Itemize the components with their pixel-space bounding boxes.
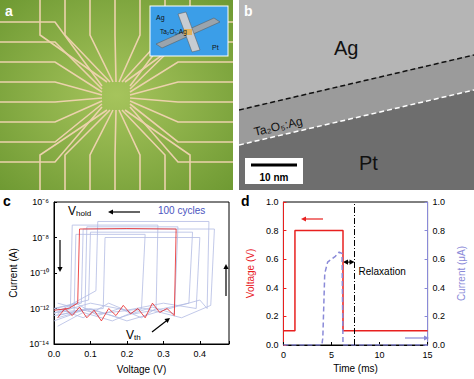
svg-text:0.4: 0.4 bbox=[194, 349, 207, 359]
svg-text:Relaxation: Relaxation bbox=[359, 266, 406, 277]
svg-text:10⁻¹⁴: 10⁻¹⁴ bbox=[29, 339, 49, 349]
svg-text:Ta₂O₅:Ag: Ta₂O₅:Ag bbox=[160, 28, 187, 36]
svg-text:Current (A): Current (A) bbox=[8, 248, 19, 297]
svg-text:Voltage (V): Voltage (V) bbox=[245, 249, 256, 298]
svg-text:0.6: 0.6 bbox=[266, 254, 279, 264]
svg-text:0.0: 0.0 bbox=[48, 349, 61, 359]
svg-text:10⁻¹⁰: 10⁻¹⁰ bbox=[30, 268, 49, 278]
svg-text:0.1: 0.1 bbox=[84, 349, 97, 359]
svg-text:Current (μA): Current (μA) bbox=[456, 246, 467, 301]
svg-text:V: V bbox=[126, 328, 134, 342]
svg-text:Time (ms): Time (ms) bbox=[333, 363, 378, 374]
svg-text:15: 15 bbox=[423, 350, 433, 360]
svg-text:0.0: 0.0 bbox=[433, 340, 446, 350]
html-text:d: d bbox=[241, 193, 250, 209]
svg-text:1.0: 1.0 bbox=[433, 197, 446, 207]
svg-text:10 nm: 10 nm bbox=[260, 172, 289, 183]
svg-text:0.8: 0.8 bbox=[433, 226, 446, 236]
svg-text:Ag: Ag bbox=[156, 14, 165, 22]
svg-text:hold: hold bbox=[76, 209, 91, 218]
svg-text:0.8: 0.8 bbox=[266, 226, 279, 236]
svg-text:0.2: 0.2 bbox=[433, 311, 446, 321]
svg-text:0: 0 bbox=[281, 350, 286, 360]
svg-text:Voltage (V): Voltage (V) bbox=[117, 364, 166, 375]
svg-text:a: a bbox=[5, 3, 13, 19]
svg-text:0.0: 0.0 bbox=[266, 340, 279, 350]
svg-text:0.6: 0.6 bbox=[433, 254, 446, 264]
svg-text:10: 10 bbox=[375, 350, 385, 360]
svg-text:Ta₂O₅:Ag: Ta₂O₅:Ag bbox=[252, 114, 303, 139]
svg-text:100 cycles: 100 cycles bbox=[158, 205, 205, 216]
svg-text:0.3: 0.3 bbox=[157, 349, 170, 359]
svg-text:0.2: 0.2 bbox=[266, 311, 279, 321]
svg-text:10⁻⁸: 10⁻⁸ bbox=[32, 233, 49, 243]
svg-text:Pt: Pt bbox=[212, 44, 219, 51]
svg-text:0.2: 0.2 bbox=[121, 349, 134, 359]
svg-text:b: b bbox=[244, 3, 253, 19]
svg-text:th: th bbox=[134, 333, 141, 342]
svg-text:0.4: 0.4 bbox=[266, 283, 279, 293]
html-text:c: c bbox=[3, 193, 11, 209]
svg-text:5: 5 bbox=[329, 350, 334, 360]
svg-text:10⁻¹²: 10⁻¹² bbox=[30, 304, 49, 314]
svg-text:Ag: Ag bbox=[334, 37, 358, 59]
svg-text:10⁻⁶: 10⁻⁶ bbox=[32, 197, 49, 207]
svg-text:0.4: 0.4 bbox=[433, 283, 446, 293]
svg-text:V: V bbox=[68, 204, 76, 218]
svg-text:1.0: 1.0 bbox=[266, 197, 279, 207]
svg-text:Pt: Pt bbox=[359, 152, 378, 174]
